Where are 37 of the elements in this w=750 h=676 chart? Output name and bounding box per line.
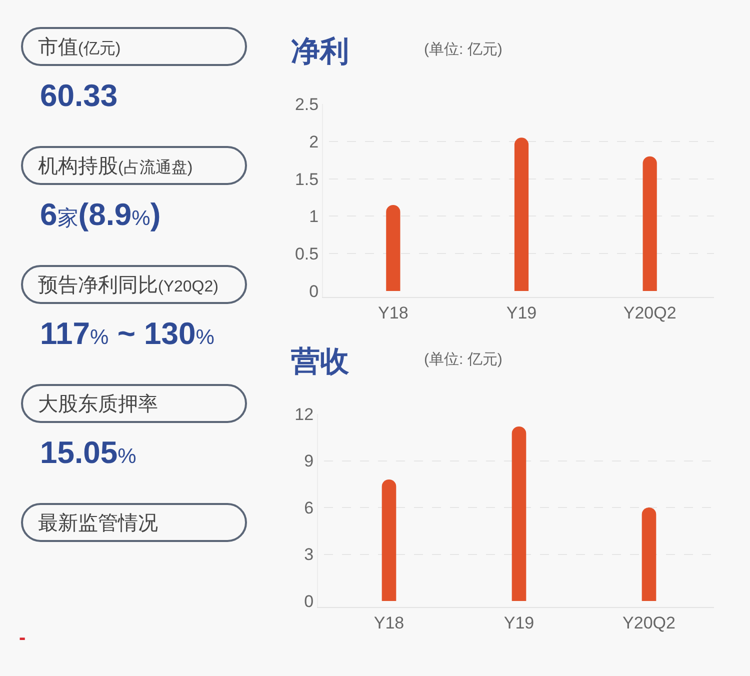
x-tick-label: Y20Q2 [623, 303, 676, 322]
y-tick-label: 1.5 [294, 170, 319, 189]
chart-subtitle: (单位: 亿元) [424, 351, 502, 368]
text: 60.33 [40, 77, 118, 115]
bar [386, 204, 400, 291]
y-tick-label: 0 [304, 592, 314, 611]
y-tick-label: 1 [309, 207, 319, 226]
bar [642, 156, 657, 291]
y-tick-label: 9 [304, 452, 314, 471]
y-tick-label: 6 [304, 498, 314, 518]
bar [514, 138, 529, 291]
bar [512, 426, 526, 601]
text: 最新监管情况 [38, 511, 158, 536]
bar [642, 508, 656, 601]
x-tick-label: Y20Q2 [622, 613, 676, 632]
bar [382, 479, 396, 601]
y-tick-label: 2.5 [294, 94, 319, 114]
y-tick-label: 2 [309, 132, 319, 152]
chart-title: 营收 [290, 346, 350, 378]
x-tick-label: Y18 [374, 613, 404, 632]
text: 机构持股(占流通盘) [38, 154, 193, 179]
x-tick-label: Y19 [506, 303, 537, 322]
y-tick-label: 12 [294, 404, 314, 424]
chart-subtitle: (单位: 亿元) [424, 41, 502, 58]
y-tick-label: 0 [309, 282, 319, 301]
text: 117% ~ 130% [40, 315, 214, 353]
y-tick-label: 3 [304, 545, 314, 564]
text: 市值(亿元) [38, 35, 121, 60]
text: 预告净利同比(Y20Q2) [38, 273, 218, 298]
text: - [19, 627, 26, 649]
chart-title: 净利 [291, 36, 349, 68]
text: 6家(8.9%) [40, 196, 161, 234]
text: 大股东质押率 [38, 392, 158, 417]
y-tick-label: 0.5 [294, 244, 319, 264]
x-tick-label: Y18 [378, 303, 408, 322]
x-tick-label: Y19 [504, 613, 534, 632]
text: 15.05% [40, 434, 136, 472]
